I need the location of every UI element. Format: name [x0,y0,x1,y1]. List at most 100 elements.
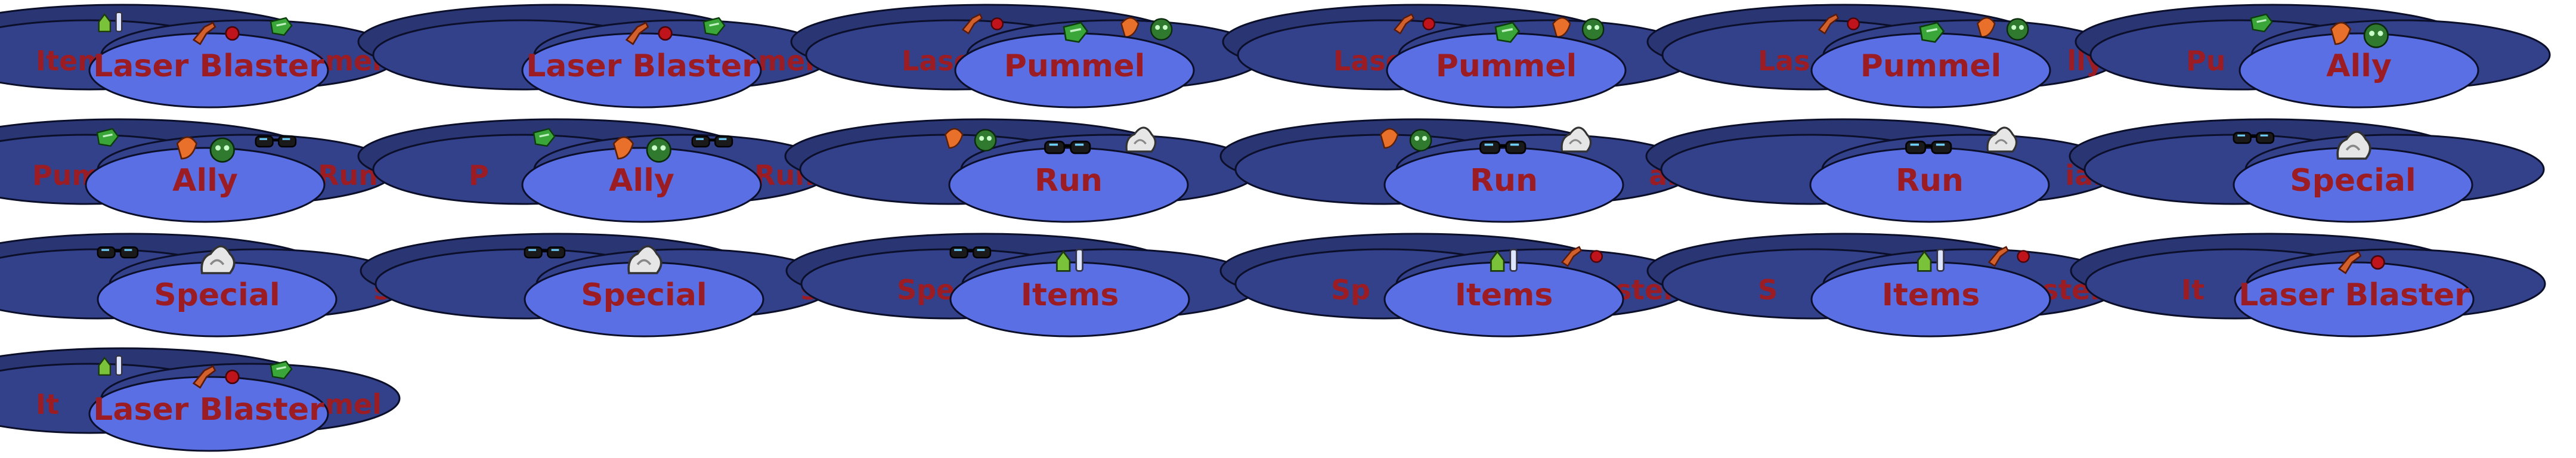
ally-icon [2330,21,2389,48]
ally-icon [1380,128,1432,152]
selected-label: Items [1882,277,1980,313]
run-icon [97,246,139,259]
items-icon [1056,249,1083,272]
items-icon [98,355,123,376]
laser-blaster-icon [625,21,673,45]
ally-icon [1552,17,1605,41]
menu-wheel-frame: Laser Pummel [790,0,1288,114]
run-icon [524,246,566,259]
menu-wheel-frame: Laser Pummel [1222,0,1717,114]
menu-wheel-frame: Las lly Pummel [1646,0,2147,114]
selected-disc [2238,32,2479,109]
pummel-icon [96,128,119,147]
special-icon [627,245,662,274]
menu-wheel: Spe Items [785,233,1262,338]
menu-wheel-frame: sSpecial [360,229,859,344]
laser-blaster-icon [1561,246,1603,267]
menu-wheel-frame: Sp aster Items [1219,229,1717,344]
items-icon [1917,249,1945,272]
menu-wheel: Laser Pummel [1222,4,1698,109]
items-icon [1490,249,1518,272]
pummel-icon [1919,21,1945,43]
laser-blaster-icon [2337,250,2385,274]
pummel-icon [1063,21,1089,43]
back-right-label: mel [325,388,382,420]
selected-label: Items [1455,277,1553,313]
selected-label: Pummel [1436,48,1577,84]
ally-icon [612,136,671,163]
selected-disc [521,32,762,109]
pummel-icon [1494,21,1521,43]
menu-wheel-frame: Run [784,114,1288,229]
selected-label: Laser Blaster [93,48,324,84]
laser-blaster-icon [1393,13,1436,35]
back-left-label: P [469,159,489,191]
selected-disc [88,376,329,452]
pummel-icon [702,17,726,36]
menu-wheel: Run [784,118,1261,223]
menu-wheel: sSpecial [360,233,836,338]
menu-wheel-frame: It mel Laser Blaster [0,344,429,458]
run-icon [691,135,733,148]
special-icon [1986,126,2018,153]
menu-wheel-frame: S Blaster Items [1646,229,2147,344]
selected-disc [521,147,762,223]
back-left-label: It [2181,274,2205,306]
selected-label: Items [1021,277,1119,313]
run-icon [2233,132,2275,144]
run-icon [1905,140,1952,154]
menu-wheel-frame: Pum Run Ally [0,114,429,229]
selected-disc [85,147,326,223]
menu-wheel-frame: ItemsPummelLaser Blaster [0,0,429,114]
menu-wheel: Special [2069,118,2545,223]
laser-blaster-icon [192,21,240,45]
selected-disc [88,32,329,109]
pummel-icon [270,17,293,36]
selected-label: Laser Blaster [93,392,324,428]
ally-icon [1120,17,1173,41]
menu-wheel: ItemsPummelLaser Blaster [0,4,401,109]
special-icon [1125,126,1157,153]
ally-icon [1977,17,2029,41]
selected-label: Special [154,277,280,313]
laser-blaster-icon [1818,13,1860,35]
items-icon [98,11,123,33]
selected-label: Pummel [1004,48,1145,84]
pummel-icon [270,360,293,380]
selected-label: Ally [609,163,674,199]
menu-wheel-frame: sSpecial [0,229,429,344]
run-icon [255,135,297,148]
ally-icon [945,128,997,152]
menu-wheel-frame: Spe Items [785,229,1288,344]
selected-label: Run [1470,163,1538,199]
run-icon [949,246,992,259]
selected-label: Ally [2326,48,2392,84]
selected-disc [948,147,1189,223]
menu-wheel: Pu Ally [2075,4,2551,109]
selected-disc [1809,147,2050,223]
special-icon [1561,126,1592,153]
menu-wheel-frame: ial Run [1645,114,2147,229]
selected-label: Pummel [1860,48,2002,84]
menu-wheel-frame: It Laser Blaster [2070,229,2576,344]
laser-blaster-icon [1987,246,2030,267]
selected-disc [1383,147,1624,223]
back-left-label: Las [1758,45,1810,77]
laser-blaster-icon [192,365,240,389]
selected-label: Special [2290,163,2416,199]
laser-blaster-icon [961,13,1004,35]
back-left-label: It [36,388,59,420]
selected-label: Laser Blaster [526,48,757,84]
